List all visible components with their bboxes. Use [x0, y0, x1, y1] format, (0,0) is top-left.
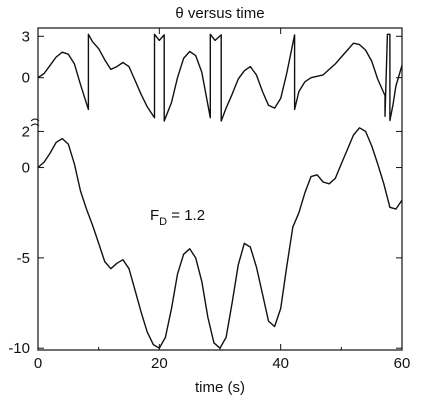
series-line-wrapped: [37, 33, 403, 122]
x-tick-label: 0: [34, 355, 42, 372]
y-tick-label: 0: [22, 70, 30, 87]
annotation-base: F: [150, 207, 159, 224]
y-tick-label: -10: [8, 340, 30, 357]
annotation-fd: FD = 1.2: [150, 207, 205, 228]
plot-frame: [30, 27, 403, 351]
y-tick-label: 3: [22, 28, 30, 45]
series-line-unwrapped: [37, 127, 403, 349]
plot-border: [37, 27, 403, 351]
x-tick-label: 40: [272, 355, 289, 372]
y-tick-label: -5: [17, 250, 30, 267]
y-tick-label: 0: [22, 160, 30, 177]
chart-title: θ versus time: [175, 5, 264, 22]
x-axis-label: time (s): [195, 379, 245, 396]
axis-break-mark: [30, 118, 40, 127]
y-tick-label: 2: [22, 123, 30, 140]
annotation-subscript: D: [159, 216, 167, 228]
x-tick-label: 60: [394, 355, 411, 372]
x-tick-label: 20: [151, 355, 168, 372]
annotation-value: = 1.2: [167, 207, 205, 224]
series-layer: [37, 33, 403, 349]
